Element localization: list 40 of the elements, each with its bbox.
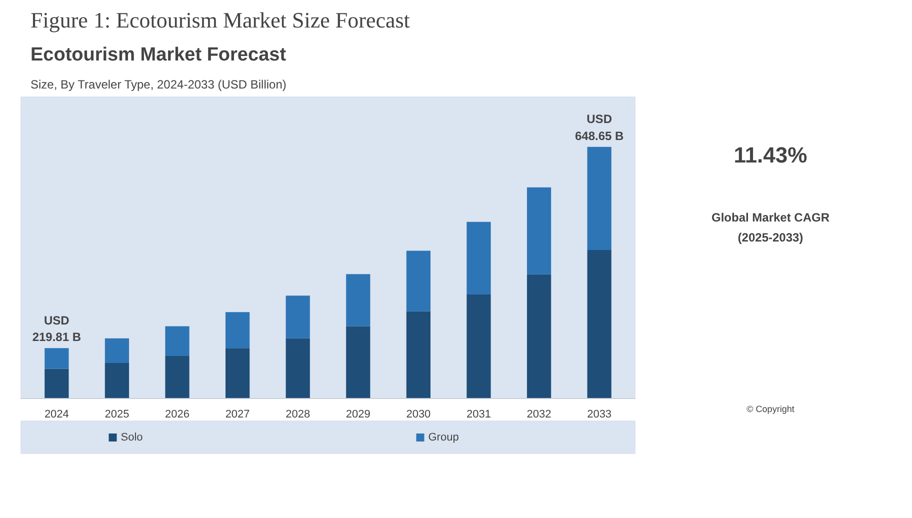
bar: [286, 338, 310, 398]
legend-label: Group: [428, 432, 459, 444]
bar: [104, 338, 130, 364]
bar: [346, 274, 370, 326]
bar: [226, 312, 250, 348]
annotation: USD 219.81 B: [32, 313, 82, 344]
x-tick-label: 2030: [406, 408, 431, 420]
bar: [346, 326, 370, 398]
bar: [44, 368, 69, 398]
bar: [466, 222, 491, 295]
bar: [587, 250, 612, 398]
bar: [406, 311, 430, 398]
x-tick-label: 2029: [346, 408, 370, 420]
chart-subtitle: Ecotourism Market Forecast: [30, 44, 287, 66]
bar: [226, 348, 250, 398]
x-tick-label: 2027: [225, 408, 250, 420]
text: 11.43%: [734, 142, 808, 168]
bar: [406, 250, 430, 312]
text: Global Market CAGR (2025-2033): [711, 210, 830, 244]
bar: [286, 296, 310, 338]
text: © Copyright: [746, 404, 795, 414]
bar: [526, 187, 552, 274]
bar: [526, 274, 552, 398]
x-tick-label: 2024: [44, 408, 69, 420]
legend-label: Solo: [120, 432, 143, 444]
x-tick-label: 2031: [466, 408, 491, 420]
bar: [44, 348, 69, 369]
text: Size, By Traveler Type, 2024-2033 (USD Billion): [30, 78, 286, 92]
x-tick-label: 2025: [104, 408, 130, 420]
bar: [165, 356, 190, 398]
bar: [587, 146, 612, 250]
x-tick-label: 2033: [587, 408, 612, 420]
x-tick-label: 2028: [286, 408, 310, 420]
chart-title: Figure 1: Ecotourism Market Size Forecast: [30, 8, 410, 32]
bar: [466, 294, 491, 398]
x-tick-label: 2032: [526, 408, 552, 420]
annotation: USD 648.65 B: [574, 112, 624, 143]
bar: [165, 326, 190, 356]
bar: [104, 363, 130, 398]
x-tick-label: 2026: [165, 408, 190, 420]
